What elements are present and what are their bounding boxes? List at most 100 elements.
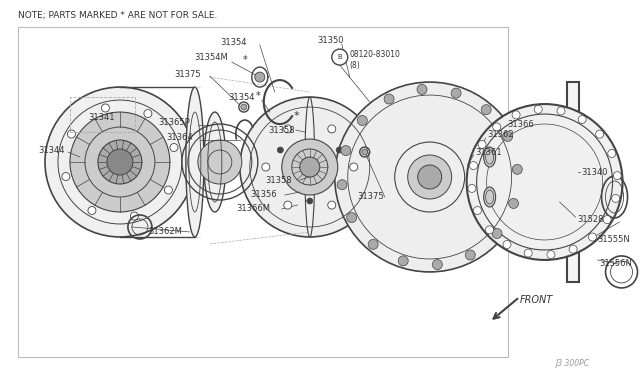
Circle shape — [170, 144, 178, 151]
Circle shape — [492, 228, 502, 238]
Text: *: * — [243, 55, 248, 65]
Circle shape — [547, 251, 555, 259]
Circle shape — [131, 212, 138, 220]
Bar — [18, 27, 508, 357]
Text: 31362: 31362 — [488, 129, 515, 138]
Circle shape — [262, 163, 270, 171]
Circle shape — [349, 163, 358, 171]
Bar — [566, 82, 579, 282]
Text: 31341: 31341 — [88, 113, 115, 122]
Circle shape — [481, 105, 492, 115]
Circle shape — [240, 97, 380, 237]
Bar — [70, 97, 135, 132]
Circle shape — [88, 206, 96, 215]
Circle shape — [45, 87, 195, 237]
Circle shape — [357, 115, 367, 125]
Circle shape — [241, 104, 247, 110]
Circle shape — [493, 123, 500, 131]
Text: 31350: 31350 — [318, 36, 344, 45]
Text: 31361: 31361 — [476, 148, 502, 157]
Circle shape — [470, 161, 477, 170]
Circle shape — [337, 180, 347, 190]
Circle shape — [512, 164, 522, 174]
Circle shape — [384, 94, 394, 104]
Circle shape — [347, 213, 356, 222]
Text: 31340: 31340 — [582, 167, 608, 176]
Text: 31356: 31356 — [250, 190, 276, 199]
Circle shape — [101, 104, 109, 112]
Circle shape — [512, 111, 520, 119]
Text: 31375: 31375 — [358, 192, 385, 202]
Ellipse shape — [186, 87, 204, 237]
Circle shape — [277, 147, 284, 153]
Text: *: * — [256, 91, 260, 101]
Circle shape — [569, 245, 577, 253]
Text: *: * — [294, 111, 300, 121]
Circle shape — [408, 155, 452, 199]
Circle shape — [368, 239, 378, 249]
Circle shape — [468, 185, 476, 192]
Circle shape — [612, 195, 620, 202]
Text: NOTE; PARTS MARKED * ARE NOT FOR SALE.: NOTE; PARTS MARKED * ARE NOT FOR SALE. — [18, 11, 218, 20]
Circle shape — [578, 115, 586, 124]
Text: 31362M: 31362M — [148, 227, 182, 237]
Ellipse shape — [484, 147, 495, 167]
Circle shape — [503, 241, 511, 248]
Text: 31354: 31354 — [228, 93, 254, 102]
Circle shape — [418, 165, 442, 189]
Circle shape — [307, 198, 313, 204]
Text: 31354M: 31354M — [194, 52, 228, 62]
Circle shape — [328, 125, 336, 133]
Circle shape — [417, 84, 427, 94]
Circle shape — [509, 198, 518, 208]
Ellipse shape — [204, 112, 226, 212]
Circle shape — [70, 112, 170, 212]
Circle shape — [336, 147, 342, 153]
Circle shape — [144, 110, 152, 118]
Circle shape — [524, 249, 532, 257]
Circle shape — [603, 216, 611, 224]
Circle shape — [596, 130, 604, 138]
Text: 31366: 31366 — [508, 119, 534, 129]
Text: 31556N: 31556N — [600, 259, 632, 269]
Circle shape — [398, 256, 408, 266]
Circle shape — [198, 140, 242, 184]
Text: 31358: 31358 — [265, 176, 291, 185]
Circle shape — [474, 206, 481, 215]
Circle shape — [557, 107, 565, 115]
Text: 31358: 31358 — [268, 125, 294, 135]
Circle shape — [284, 125, 292, 133]
Text: J3 300PC: J3 300PC — [556, 359, 589, 368]
Circle shape — [588, 233, 596, 241]
Text: 08120-83010: 08120-83010 — [349, 49, 401, 59]
Ellipse shape — [305, 97, 315, 237]
Circle shape — [451, 88, 461, 98]
Ellipse shape — [484, 187, 495, 207]
Circle shape — [534, 105, 542, 113]
Circle shape — [332, 49, 348, 65]
Circle shape — [502, 131, 513, 141]
Text: 31354: 31354 — [220, 38, 246, 46]
Circle shape — [284, 201, 292, 209]
Circle shape — [107, 149, 133, 175]
Circle shape — [300, 157, 320, 177]
Text: 31555N: 31555N — [598, 235, 630, 244]
Text: (8): (8) — [349, 61, 360, 70]
Text: 31364: 31364 — [166, 132, 193, 141]
Circle shape — [465, 250, 476, 260]
Text: B: B — [337, 54, 342, 60]
Circle shape — [467, 104, 623, 260]
Circle shape — [255, 72, 265, 82]
Circle shape — [282, 139, 338, 195]
Text: 31344: 31344 — [38, 145, 65, 154]
Circle shape — [362, 149, 368, 155]
Circle shape — [608, 150, 616, 157]
Text: 31528: 31528 — [577, 215, 604, 224]
Circle shape — [341, 145, 351, 155]
Text: 31365P: 31365P — [158, 118, 189, 126]
Circle shape — [486, 226, 493, 234]
Circle shape — [67, 130, 76, 138]
Text: FRONT: FRONT — [520, 295, 553, 305]
Circle shape — [613, 171, 621, 180]
Circle shape — [478, 141, 486, 148]
